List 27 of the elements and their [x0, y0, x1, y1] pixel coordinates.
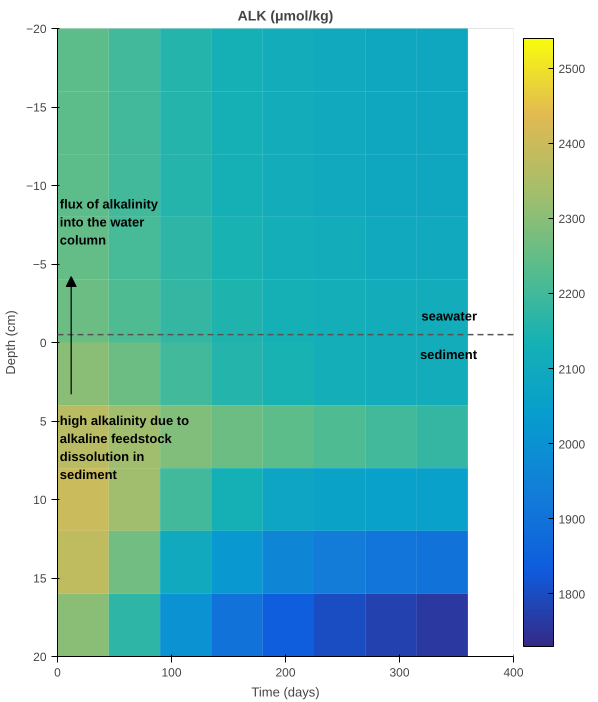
y-tick-label: 20: [33, 650, 47, 664]
color-bar-label: 2400: [558, 137, 586, 152]
chart-title: ALK (μmol/kg): [238, 8, 334, 24]
x-tick-label: 100: [161, 666, 182, 680]
x-axis-title: Time (days): [251, 684, 320, 700]
y-tick-label: 15: [33, 572, 47, 586]
x-tick-label: 0: [54, 666, 62, 680]
x-tick-label: 400: [503, 666, 524, 680]
color-bar-label: 2300: [558, 212, 586, 226]
y-tick-label: 10: [33, 493, 47, 507]
annotation: flux of alkalinity into the water column: [60, 196, 159, 248]
y-axis-title: Depth (cm): [3, 310, 18, 375]
y-tick-label: −5: [32, 258, 47, 272]
color-bar-label: 2000: [558, 437, 586, 452]
y-tick-label: 5: [40, 414, 47, 428]
x-tick-label: 300: [389, 666, 410, 680]
y-tick-label: 0: [40, 336, 47, 350]
color-bar-label: 1900: [558, 512, 586, 526]
x-tick-label: 200: [275, 666, 296, 680]
color-bar-label: 2100: [558, 362, 586, 376]
color-bar-label: 2500: [558, 62, 586, 76]
y-tick-label: −15: [26, 100, 47, 114]
annotation: high alkalinity due to alkaline feedstock dissolution in sediment: [60, 413, 190, 482]
color-bar-label: 1800: [558, 587, 586, 602]
y-tick-label: −20: [26, 22, 47, 36]
y-tick-label: −10: [26, 179, 47, 193]
color-bar-label: 2200: [558, 287, 586, 302]
